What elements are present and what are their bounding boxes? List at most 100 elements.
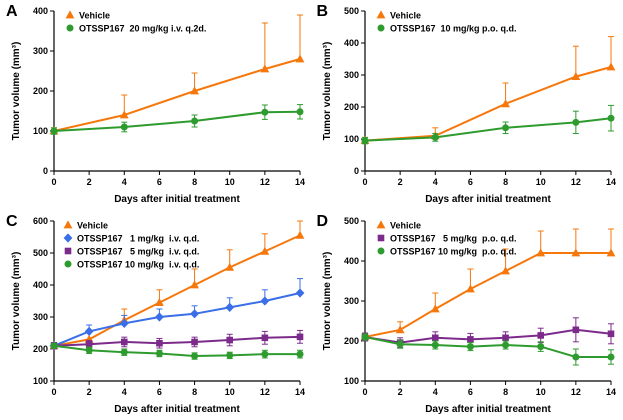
circle-marker xyxy=(191,352,199,360)
y-tick-label: 200 xyxy=(33,86,48,96)
triangle-marker xyxy=(606,248,615,257)
chart-svg: 0 100 200 300 400 0 2 4 6 8 10 12 14 Days after initi… xyxy=(11,6,305,205)
circle-marker xyxy=(607,353,614,361)
y-tick-label: 100 xyxy=(33,126,48,136)
x-tick-label: 6 xyxy=(157,387,162,397)
x-tick-label: 4 xyxy=(122,177,127,187)
x-tick-label: 4 xyxy=(432,177,437,187)
square-marker xyxy=(431,334,439,342)
x-tick-label: 10 xyxy=(225,387,235,397)
y-tick-label: 200 xyxy=(343,102,358,112)
square-marker xyxy=(156,339,163,347)
circle-marker xyxy=(120,123,128,131)
y-tick-label: 400 xyxy=(343,38,358,48)
x-tick-label: 2 xyxy=(397,177,402,187)
square-marker xyxy=(191,338,198,346)
y-axis-title: Tumor volume (mm³) xyxy=(322,252,333,351)
circle-marker xyxy=(50,127,58,135)
y-tick-label: 500 xyxy=(343,6,358,16)
legend-label: Vehicle xyxy=(79,11,110,21)
y-tick-label: 0 xyxy=(43,166,48,176)
y-tick-label: 100 xyxy=(343,376,358,386)
circle-marker xyxy=(571,118,579,126)
circle-marker xyxy=(261,350,269,358)
series-triangle xyxy=(360,228,615,341)
diamond-marker xyxy=(84,326,94,336)
triangle-marker xyxy=(260,246,270,255)
legend: Vehicle OTSSP167 1 mg/kg i.v. q.d. OTSSP16… xyxy=(63,220,199,270)
panel-d: D 100 200 300 400 500 0 2 4 6 8 10 12 14 Days after i… xyxy=(315,213,620,417)
series-square xyxy=(50,329,304,350)
square-marker xyxy=(501,334,509,342)
triangle-marker xyxy=(500,266,510,275)
diamond-marker xyxy=(295,288,305,298)
series-circle xyxy=(50,342,304,360)
circle-marker xyxy=(296,350,304,358)
legend-label: Vehicle xyxy=(77,221,108,231)
axes: 0 100 200 300 400 500 0 2 4 6 8 10 12 14 Days after in… xyxy=(322,6,616,205)
y-tick-label: 300 xyxy=(343,296,358,306)
circle-marker xyxy=(66,24,74,32)
square-marker xyxy=(466,336,474,343)
chart-svg: 100 200 300 400 500 600 0 2 4 6 8 10 12 14 Days after … xyxy=(11,216,305,415)
diamond-marker xyxy=(190,309,199,319)
y-axis-title: Tumor volume (mm³) xyxy=(11,42,22,141)
x-tick-label: 0 xyxy=(51,387,56,397)
circle-marker xyxy=(396,340,404,348)
series-circle xyxy=(50,104,304,135)
x-tick-label: 10 xyxy=(225,177,235,187)
x-tick-label: 12 xyxy=(570,387,580,397)
x-tick-label: 10 xyxy=(535,177,545,187)
y-tick-label: 100 xyxy=(33,376,48,386)
square-marker xyxy=(85,340,93,348)
x-tick-label: 14 xyxy=(605,387,615,397)
triangle-marker xyxy=(395,325,405,334)
x-tick-label: 6 xyxy=(467,177,472,187)
square-marker xyxy=(296,333,304,341)
circle-marker xyxy=(296,108,304,116)
circle-marker xyxy=(501,341,509,349)
triangle-marker xyxy=(190,280,199,289)
y-tick-label: 300 xyxy=(33,46,48,56)
triangle-marker xyxy=(63,220,73,229)
panel-b-label: B xyxy=(316,3,329,20)
series-triangle xyxy=(49,14,305,135)
axes: 100 200 300 400 500 0 2 4 6 8 10 12 14 Days after ini… xyxy=(322,216,616,415)
circle-marker xyxy=(50,342,58,350)
x-tick-label: 0 xyxy=(362,177,367,187)
x-axis-title: Days after initial treatment xyxy=(425,194,551,205)
x-tick-label: 8 xyxy=(192,387,197,397)
triangle-marker xyxy=(295,230,305,239)
triangle-marker xyxy=(376,10,385,19)
square-marker xyxy=(64,247,72,255)
circle-marker xyxy=(431,133,439,141)
legend-label: Vehicle xyxy=(390,11,421,21)
square-marker xyxy=(261,334,269,342)
panel-c: C 100 200 300 400 500 600 0 2 4 6 8 10 12 14 Days afte… xyxy=(4,213,309,417)
circle-marker xyxy=(64,260,72,268)
circle-marker xyxy=(261,108,269,116)
panel-a-label: A xyxy=(6,3,18,20)
triangle-marker xyxy=(500,99,510,108)
legend-label: OTSSP167 5 mg/kg i.v. q.d. xyxy=(77,247,199,257)
square-marker xyxy=(572,326,579,334)
square-marker xyxy=(536,332,544,339)
x-tick-label: 14 xyxy=(295,177,305,187)
panel-a: A 0 100 200 300 400 0 2 4 6 8 10 12 14 Days after ini… xyxy=(4,3,309,207)
x-tick-label: 12 xyxy=(260,177,270,187)
triangle-marker xyxy=(430,304,440,313)
circle-marker xyxy=(85,346,93,354)
y-tick-label: 600 xyxy=(33,216,48,226)
axes: 100 200 300 400 500 600 0 2 4 6 8 10 12 14 Days after … xyxy=(11,216,305,415)
panel-d-label: D xyxy=(316,213,329,230)
axes: 0 100 200 300 400 0 2 4 6 8 10 12 14 Days after initi… xyxy=(11,6,305,205)
square-marker xyxy=(377,234,384,242)
circle-marker xyxy=(361,137,368,145)
x-tick-label: 14 xyxy=(605,177,615,187)
y-tick-label: 500 xyxy=(343,216,358,226)
y-tick-label: 400 xyxy=(33,280,48,290)
x-tick-label: 6 xyxy=(467,387,472,397)
x-tick-label: 2 xyxy=(397,387,402,397)
square-marker xyxy=(226,336,234,344)
